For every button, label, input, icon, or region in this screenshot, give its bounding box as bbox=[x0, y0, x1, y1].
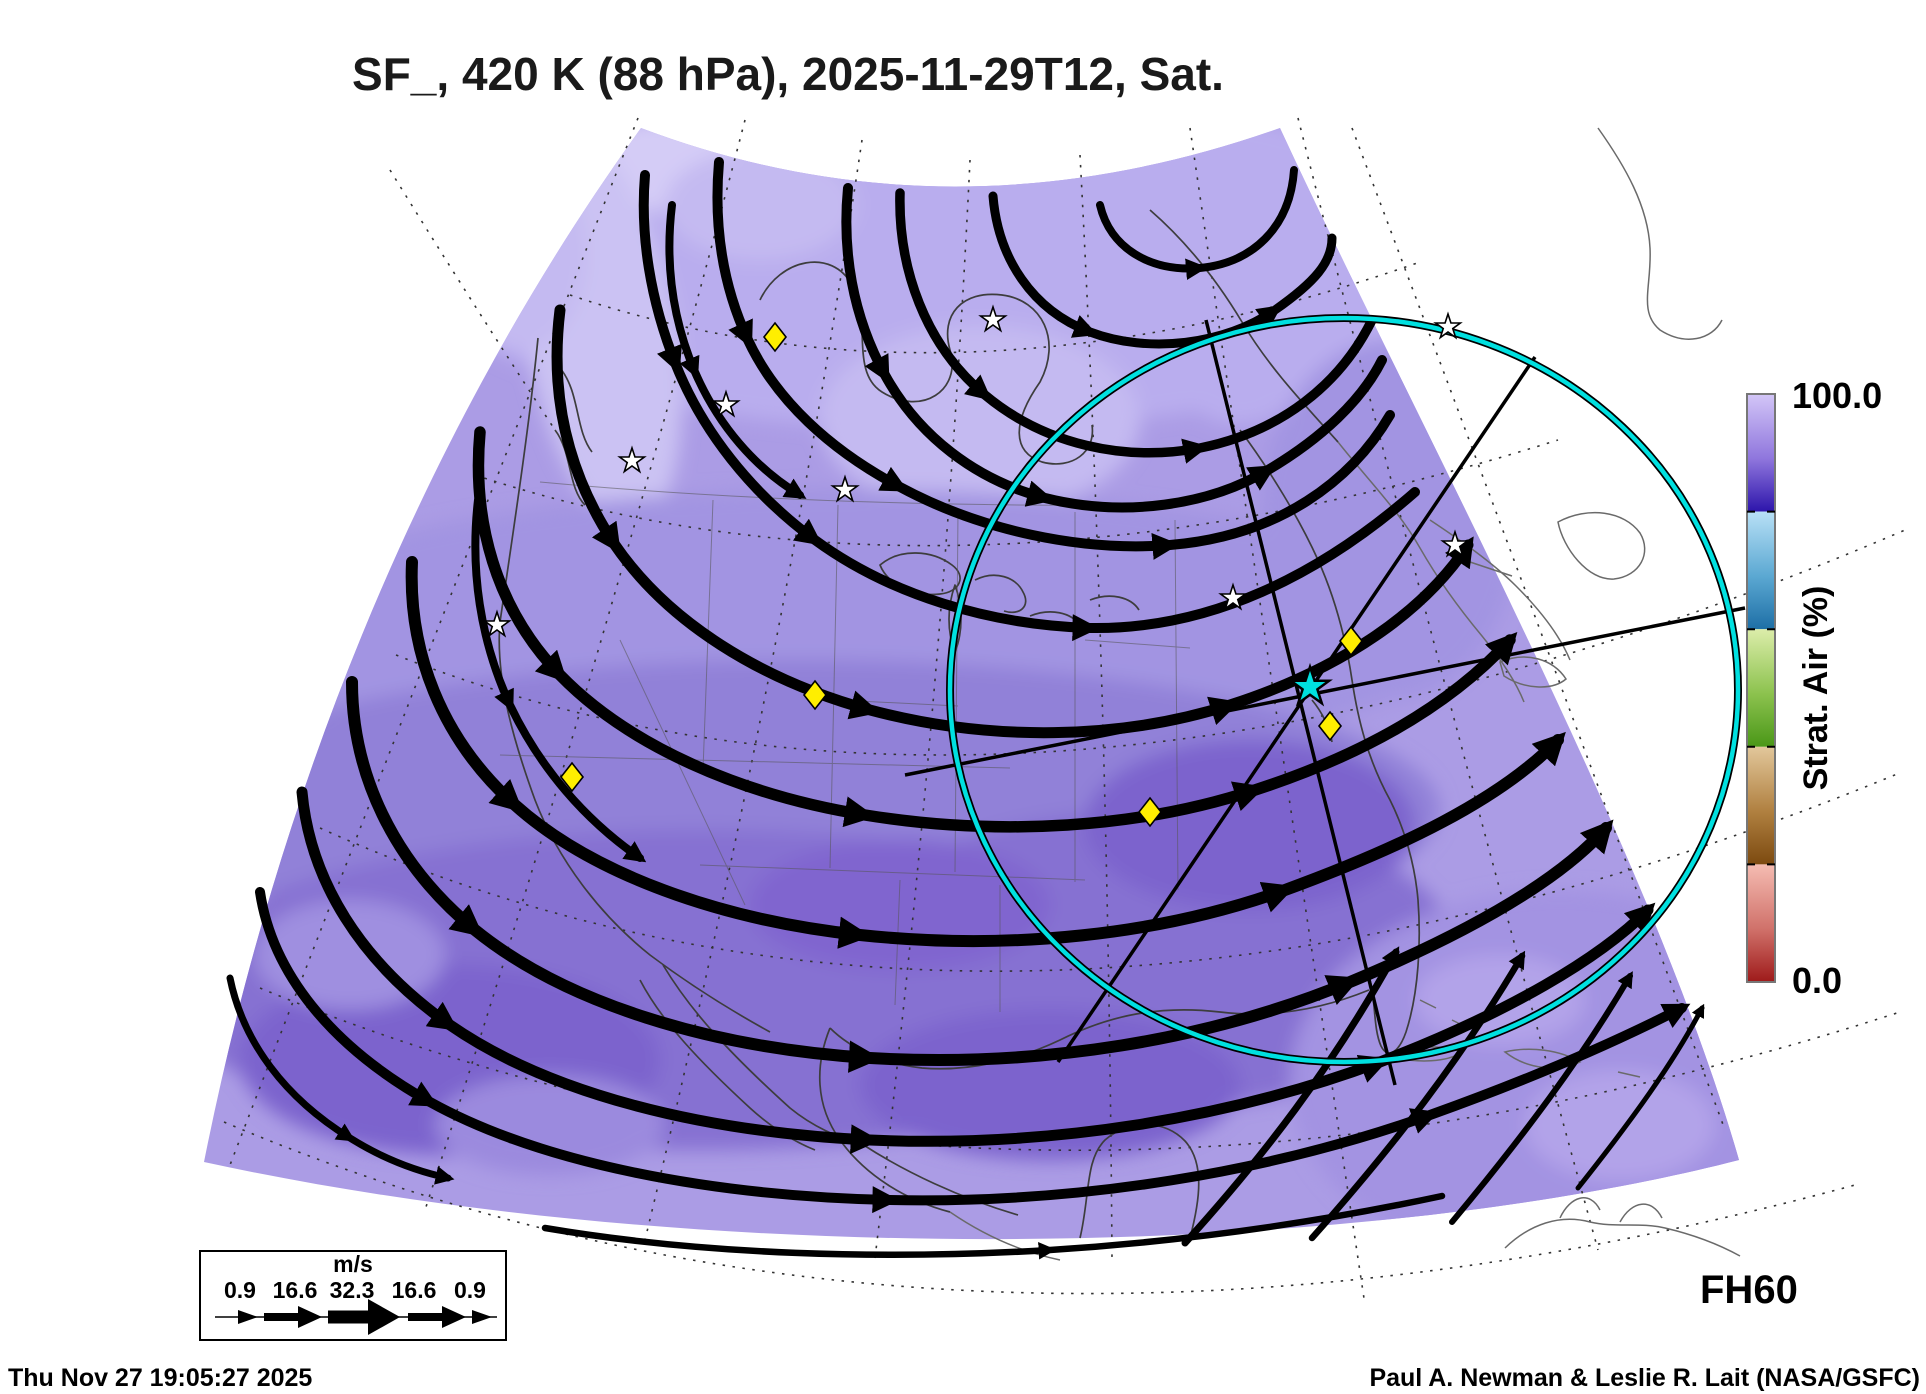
legend-tick-4: 0.9 bbox=[454, 1277, 486, 1303]
legend-arrow-glyph bbox=[215, 1299, 497, 1335]
colorbar-min-label: 0.0 bbox=[1792, 960, 1842, 1001]
legend-tick-2: 32.3 bbox=[330, 1277, 375, 1303]
legend-units-label: m/s bbox=[333, 1251, 373, 1277]
footer-timestamp: Thu Nov 27 19:05:27 2025 bbox=[8, 1364, 312, 1392]
legend-tick-3: 16.6 bbox=[392, 1277, 437, 1303]
legend-tick-0: 0.9 bbox=[224, 1277, 256, 1303]
forecast-hour-label: FH60 bbox=[1700, 1268, 1798, 1312]
colorbar-axis-label: Strat. Air (%) bbox=[1797, 586, 1835, 791]
colorbar-max-label: 100.0 bbox=[1792, 375, 1882, 416]
colorbar: 100.0 0.0 Strat. Air (%) bbox=[1746, 375, 1882, 1001]
map-canvas bbox=[204, 117, 1906, 1306]
range-circle bbox=[946, 314, 1742, 1066]
page-title: SF_, 420 K (88 hPa), 2025-11-29T12, Sat. bbox=[352, 48, 1224, 100]
legend-tick-1: 16.6 bbox=[273, 1277, 318, 1303]
wind-speed-legend: m/s 0.9 16.6 32.3 16.6 0.9 bbox=[199, 1250, 507, 1341]
footer-credit: Paul A. Newman & Leslie R. Lait (NASA/GS… bbox=[1369, 1364, 1920, 1392]
